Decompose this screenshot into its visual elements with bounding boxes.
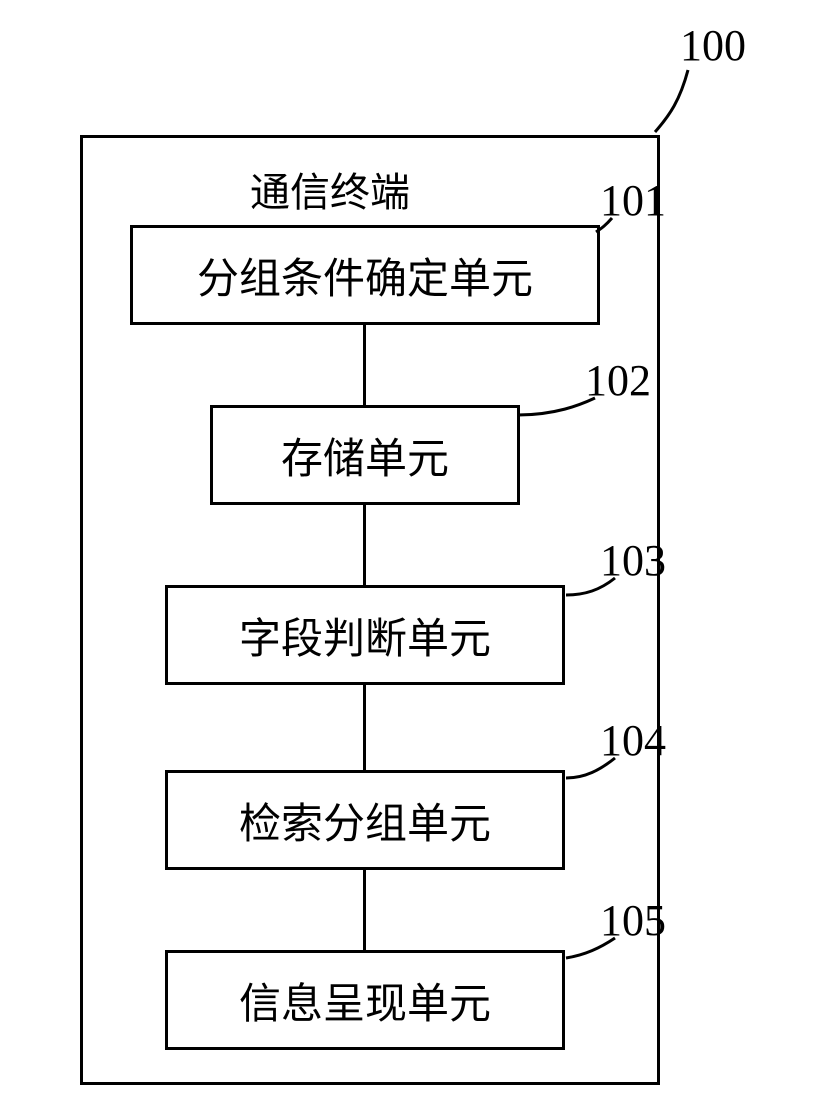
leader-line-105 bbox=[0, 0, 814, 1112]
